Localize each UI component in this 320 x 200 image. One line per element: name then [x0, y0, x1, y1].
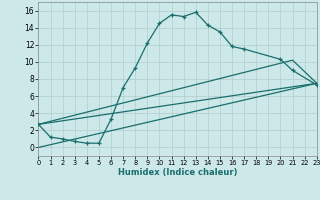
X-axis label: Humidex (Indice chaleur): Humidex (Indice chaleur) [118, 168, 237, 177]
